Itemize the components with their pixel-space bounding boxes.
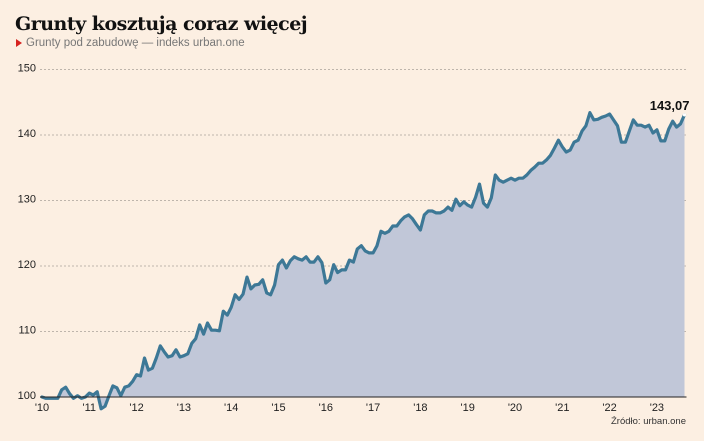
x-tick-label: '12: [129, 402, 143, 414]
y-tick-label: 120: [18, 259, 36, 271]
y-tick-label: 150: [18, 63, 36, 75]
x-tick-label: '11: [83, 402, 97, 414]
y-tick-label: 100: [18, 390, 36, 402]
x-tick-label: '13: [177, 402, 191, 414]
x-tick-label: '16: [319, 402, 333, 414]
source-note: Źródło: urban.one: [611, 416, 686, 427]
x-tick-label: '10: [35, 402, 49, 414]
y-tick-labels: 100 110 120 130 140 150: [18, 63, 36, 403]
chart-subtitle: Grunty pod zabudowę — indeks urban.one: [16, 37, 245, 49]
series-area-fill: [42, 112, 685, 409]
x-tick-label: '23: [650, 402, 664, 414]
chart-title: Grunty kosztują coraz więcej: [15, 13, 308, 35]
x-tick-label: '20: [508, 402, 522, 414]
last-point-marker: [682, 113, 687, 117]
x-tick-label: '14: [224, 402, 238, 414]
x-tick-label: '15: [271, 402, 285, 414]
x-tick-label: '18: [413, 402, 427, 414]
subtitle-text: Grunty pod zabudowę — indeks urban.one: [26, 37, 245, 49]
last-value-label: 143,07: [650, 98, 690, 113]
red-triangle-icon: [16, 39, 22, 47]
y-tick-label: 110: [18, 325, 36, 337]
x-tick-label: '19: [461, 402, 475, 414]
x-tick-label: '17: [366, 402, 380, 414]
x-tick-label: '22: [602, 402, 616, 414]
y-tick-label: 130: [18, 194, 36, 206]
y-tick-label: 140: [18, 128, 36, 140]
series-line: [40, 111, 687, 411]
x-tick-label: '21: [555, 402, 569, 414]
x-tick-labels: '10 '11 '12 '13 '14 '15 '16 '17 '18 '19 '20 '21 '22 '…: [35, 402, 664, 414]
